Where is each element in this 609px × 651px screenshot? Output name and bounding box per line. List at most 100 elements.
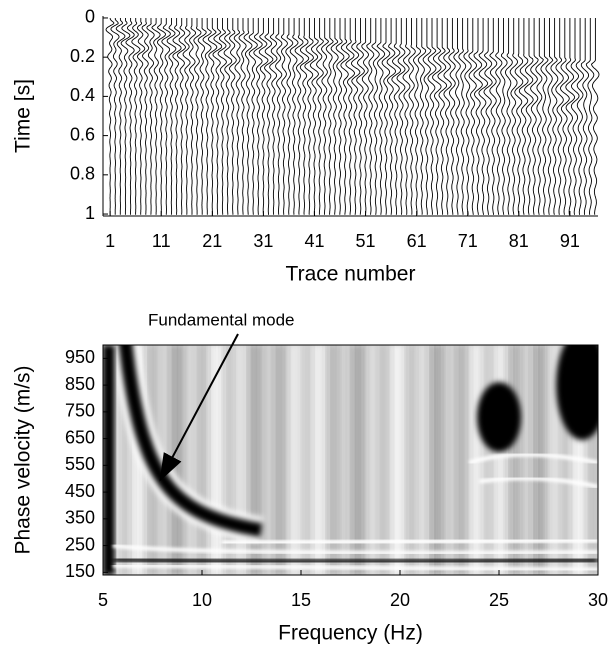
image-stripe [459, 345, 465, 575]
trace [161, 18, 171, 215]
trace [212, 18, 223, 215]
trace [489, 18, 498, 215]
trace [580, 18, 590, 215]
band [468, 452, 598, 465]
trace [463, 18, 472, 215]
image-stripe [503, 345, 510, 575]
image-stripe [340, 345, 347, 575]
y-axis-label: Time [s] [12, 79, 35, 153]
trace [381, 18, 391, 215]
image-stripe [419, 345, 426, 575]
y-tick-label: 0.4 [70, 85, 95, 105]
image-stripe [404, 345, 411, 575]
trace [376, 18, 386, 215]
trace [243, 18, 253, 215]
image-stripe [543, 345, 549, 575]
annotation: Fundamental mode [148, 310, 294, 329]
x-tick-label: 15 [291, 590, 311, 610]
image-stripe [424, 345, 431, 575]
image-stripe [400, 345, 406, 575]
image-stripe [296, 345, 302, 575]
image-stripe [206, 345, 213, 575]
y-axis-label: Phase velocity (m/s) [12, 365, 35, 554]
image-stripe [182, 345, 188, 575]
trace [188, 18, 197, 215]
trace [443, 18, 452, 215]
trace [177, 18, 186, 215]
band [221, 537, 598, 546]
band [112, 555, 598, 566]
image-stripe [365, 345, 371, 575]
y-tick-label: 750 [65, 401, 95, 421]
trace [141, 18, 150, 215]
image-stripe [286, 345, 292, 575]
annotation-arrow [159, 333, 239, 482]
image-stripe [499, 345, 505, 575]
trace [238, 18, 247, 215]
image-stripe [310, 345, 317, 575]
image-stripe [281, 345, 287, 575]
x-tick-label: 1 [105, 231, 115, 251]
band [112, 563, 598, 572]
trace [432, 18, 442, 215]
image-stripe [315, 345, 322, 575]
trace [207, 18, 218, 215]
trace [151, 18, 161, 215]
image-stripe [449, 345, 455, 575]
image-stripe [241, 345, 248, 575]
trace [166, 18, 177, 215]
trace [366, 18, 375, 215]
trace [294, 18, 304, 215]
trace [361, 18, 369, 215]
x-tick-label: 5 [98, 590, 108, 610]
image-stripe [454, 345, 460, 575]
image-stripe [305, 345, 312, 575]
patch [556, 345, 598, 441]
image-stripe [197, 345, 203, 575]
trace [483, 18, 493, 215]
y-tick-label: 0.2 [70, 46, 95, 66]
image-stripe [236, 345, 243, 575]
trace [413, 18, 421, 215]
trace [408, 18, 416, 215]
image-stripe [345, 345, 351, 575]
x-tick-label: 41 [304, 231, 324, 251]
x-tick-label: 30 [588, 590, 608, 610]
image-stripe [494, 345, 500, 575]
trace [371, 18, 380, 215]
trace [560, 18, 570, 215]
y-tick-label: 0.8 [70, 164, 95, 184]
image-stripe [187, 345, 193, 575]
trace [524, 18, 534, 215]
trace [495, 18, 503, 215]
y-tick-label: 0 [85, 7, 95, 27]
x-tick-label: 20 [390, 590, 410, 610]
trace [570, 18, 580, 215]
trace [422, 18, 432, 215]
image-stripe [192, 345, 198, 575]
trace [110, 18, 120, 215]
image-stripe [211, 345, 218, 575]
image-stripe [291, 345, 297, 575]
x-tick-label: 25 [489, 590, 509, 610]
trace [156, 18, 166, 215]
trace [289, 18, 299, 215]
image-stripe [508, 345, 515, 575]
image-stripe [132, 345, 139, 575]
trace [269, 18, 278, 215]
trace [427, 18, 437, 215]
trace [197, 18, 207, 215]
image-stripe [395, 345, 401, 575]
image-stripe [439, 345, 446, 575]
trace [285, 18, 294, 215]
trace [248, 18, 258, 215]
trace [448, 18, 456, 215]
trace [509, 18, 518, 215]
image-stripe [409, 345, 416, 575]
trace [514, 18, 524, 215]
y-tick-label: 650 [65, 427, 95, 447]
image-stripe [390, 345, 396, 575]
image-stripe [464, 345, 470, 575]
trace [540, 18, 549, 215]
